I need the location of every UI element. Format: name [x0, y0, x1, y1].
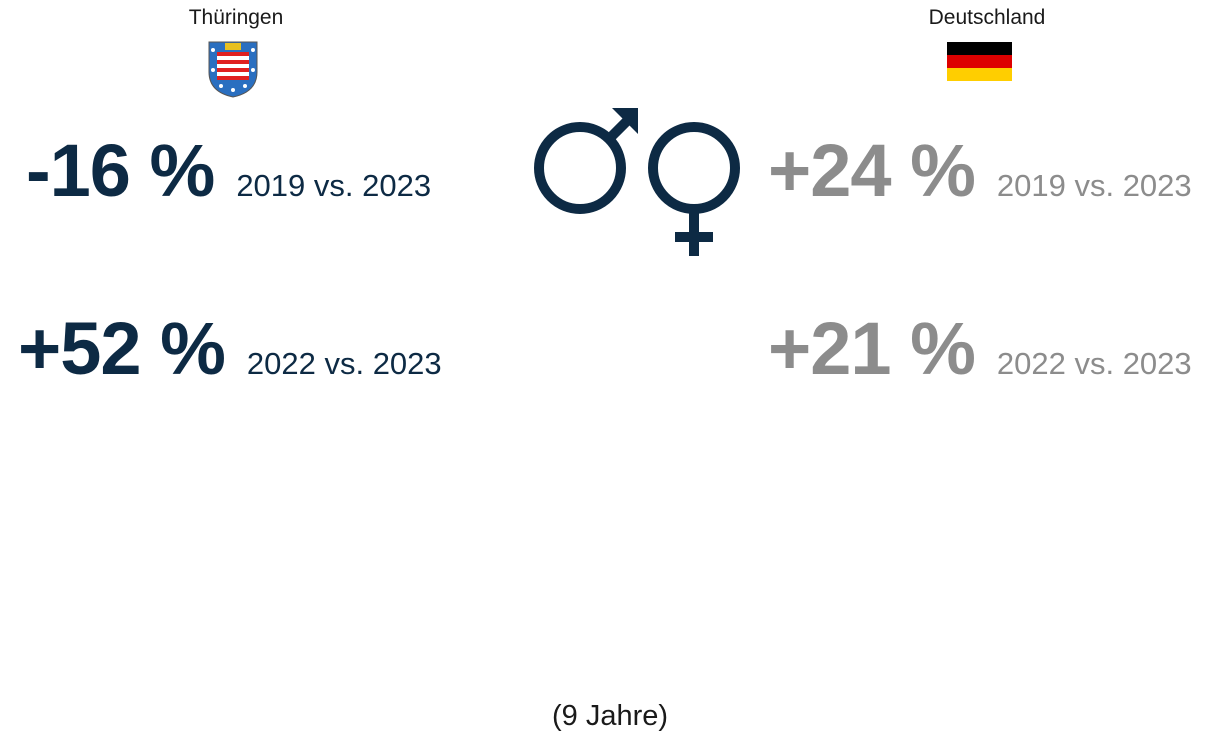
region-label: Thüringen [188, 6, 284, 29]
stat-value: -16 % [26, 129, 215, 212]
flag [947, 42, 1012, 81]
stat-row: +21 % 2022 vs. 2023 [768, 306, 1192, 391]
stat-period: 2022 vs. 2023 [996, 346, 1192, 381]
footer-note: (9 Jahre) [551, 700, 669, 732]
stat-value: +24 % [768, 129, 976, 212]
coat-of-arms [208, 41, 258, 98]
stat-row: +52 % 2022 vs. 2023 [18, 306, 442, 391]
stat-period: 2022 vs. 2023 [246, 346, 442, 381]
stat-value: +52 % [18, 307, 226, 390]
stat-period: 2019 vs. 2023 [236, 168, 432, 203]
region-label: Deutschland [928, 6, 1046, 29]
gender-symbols [534, 108, 740, 256]
stat-row: +24 % 2019 vs. 2023 [768, 128, 1192, 213]
stat-value: +21 % [768, 307, 976, 390]
stat-row: -16 % 2019 vs. 2023 [26, 128, 431, 213]
stat-period: 2019 vs. 2023 [996, 168, 1192, 203]
